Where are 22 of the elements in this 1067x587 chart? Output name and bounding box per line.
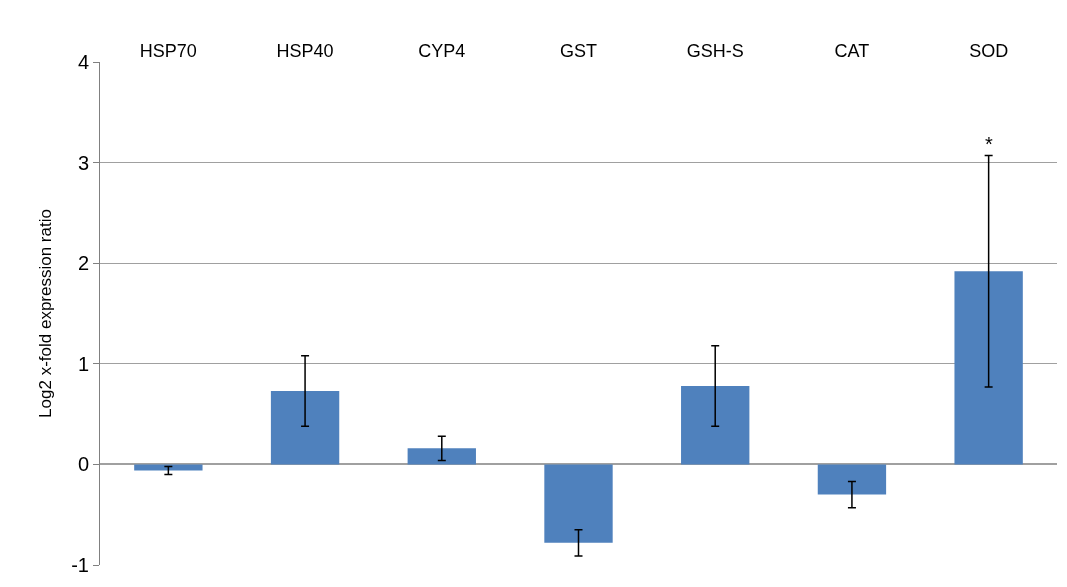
x-tick-label: GST <box>559 41 598 62</box>
bar <box>134 464 203 471</box>
y-tick-label: 4 <box>77 51 89 73</box>
bar <box>681 385 750 465</box>
x-tick-label: CYP4 <box>418 41 466 62</box>
bar <box>954 271 1023 465</box>
x-tick-label: CAT <box>834 41 870 62</box>
annotation: * <box>985 133 993 155</box>
y-tick-label: 1 <box>77 352 89 375</box>
y-tick-label: 2 <box>77 252 89 275</box>
y-axis-title: Log2 x-fold expression ratio <box>35 209 55 418</box>
y-tick-label: -1 <box>71 554 89 576</box>
bar <box>407 448 476 465</box>
y-tick-label: 0 <box>77 453 89 476</box>
x-tick-label: HSP70 <box>139 41 197 62</box>
bar <box>817 464 887 495</box>
bar <box>270 390 340 465</box>
x-tick-label: HSP40 <box>276 41 334 62</box>
x-tick-label: GSH-S <box>686 41 744 62</box>
bar <box>544 464 613 543</box>
x-tick-label: SOD <box>969 41 1009 62</box>
y-tick-label: 3 <box>77 151 89 174</box>
